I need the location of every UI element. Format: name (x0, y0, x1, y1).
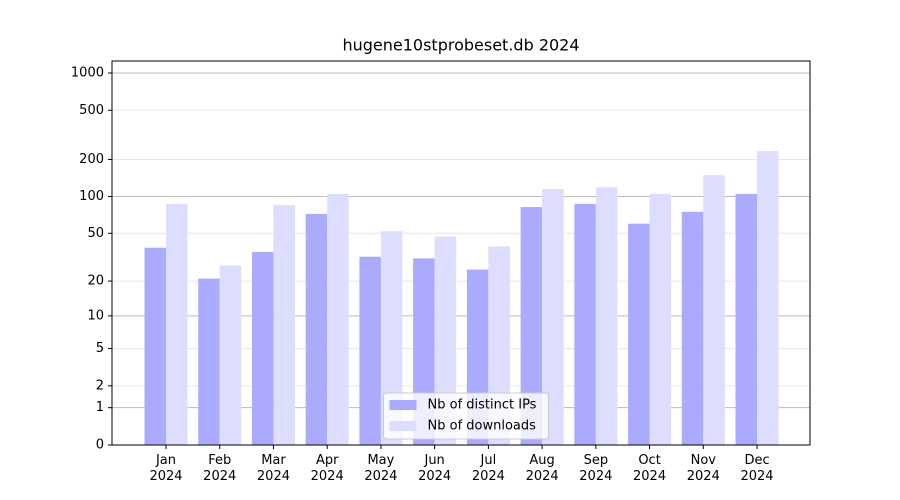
bar (144, 247, 166, 445)
x-tick-label: Feb 2024 (203, 453, 237, 484)
y-tick-label: 20 (87, 274, 104, 289)
legend-swatch (389, 400, 417, 410)
bar (520, 207, 543, 445)
y-tick-label: 10 (87, 308, 104, 323)
x-tick-label: Nov 2024 (686, 453, 720, 484)
y-tick-label: 200 (79, 152, 104, 167)
legend-label: Nb of distinct IPs (428, 398, 537, 413)
y-tick-label: 50 (87, 226, 104, 241)
bar (273, 205, 295, 445)
y-tick-label: 0 (96, 438, 104, 453)
chart-title: hugene10stprobeset.db 2024 (342, 36, 579, 55)
y-tick-label: 1 (96, 400, 104, 415)
x-tick-label: Sep 2024 (579, 453, 613, 484)
x-tick-label: Jan 2024 (149, 453, 183, 484)
bar (574, 203, 596, 445)
x-tick-label: Apr 2024 (310, 453, 344, 484)
y-tick-label: 5 (96, 341, 104, 356)
bar (198, 278, 220, 445)
bar (757, 151, 779, 445)
y-tick-label: 1000 (71, 66, 104, 81)
bar (166, 203, 188, 445)
bar (735, 193, 758, 445)
y-tick-label: 500 (79, 103, 104, 118)
bar (305, 213, 328, 445)
bar (628, 223, 650, 445)
legend-label: Nb of downloads (428, 419, 537, 434)
x-tick-label: Aug 2024 (525, 453, 559, 484)
bar (327, 193, 349, 445)
x-tick-label: Mar 2024 (256, 453, 290, 484)
x-tick-label: May 2024 (364, 453, 398, 484)
legend-swatch (389, 421, 417, 431)
bar (703, 175, 725, 445)
bar (251, 252, 274, 445)
x-tick-label: Jun 2024 (418, 453, 452, 484)
bar (380, 231, 403, 445)
legend-frame (383, 392, 549, 440)
y-tick-label: 100 (79, 189, 104, 204)
bar (359, 256, 381, 445)
bar (595, 187, 618, 445)
bar (681, 211, 704, 445)
plot-frame (111, 60, 811, 446)
bar (649, 193, 672, 445)
x-tick-label: Oct 2024 (633, 453, 667, 484)
x-tick-label: Dec 2024 (740, 453, 774, 484)
bar (219, 265, 242, 445)
x-tick-label: Jul 2024 (471, 453, 505, 484)
y-tick-label: 2 (96, 378, 104, 393)
legend: Nb of distinct IPs Nb of downloads (383, 392, 549, 440)
bar (542, 189, 564, 445)
